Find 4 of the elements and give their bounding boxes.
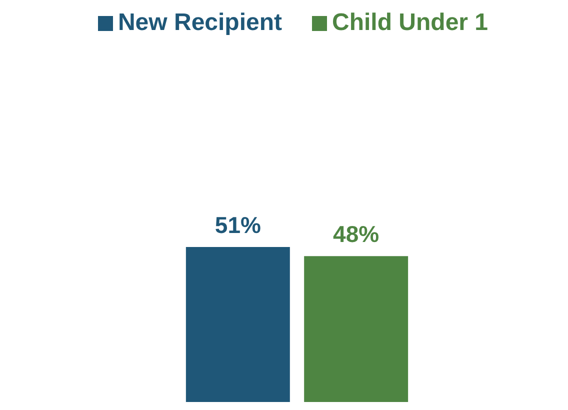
data-label: 48% <box>333 220 380 247</box>
legend-label: Child Under 1 <box>332 9 488 37</box>
legend-label: New Recipient <box>118 9 282 37</box>
data-label: 51% <box>214 212 261 238</box>
